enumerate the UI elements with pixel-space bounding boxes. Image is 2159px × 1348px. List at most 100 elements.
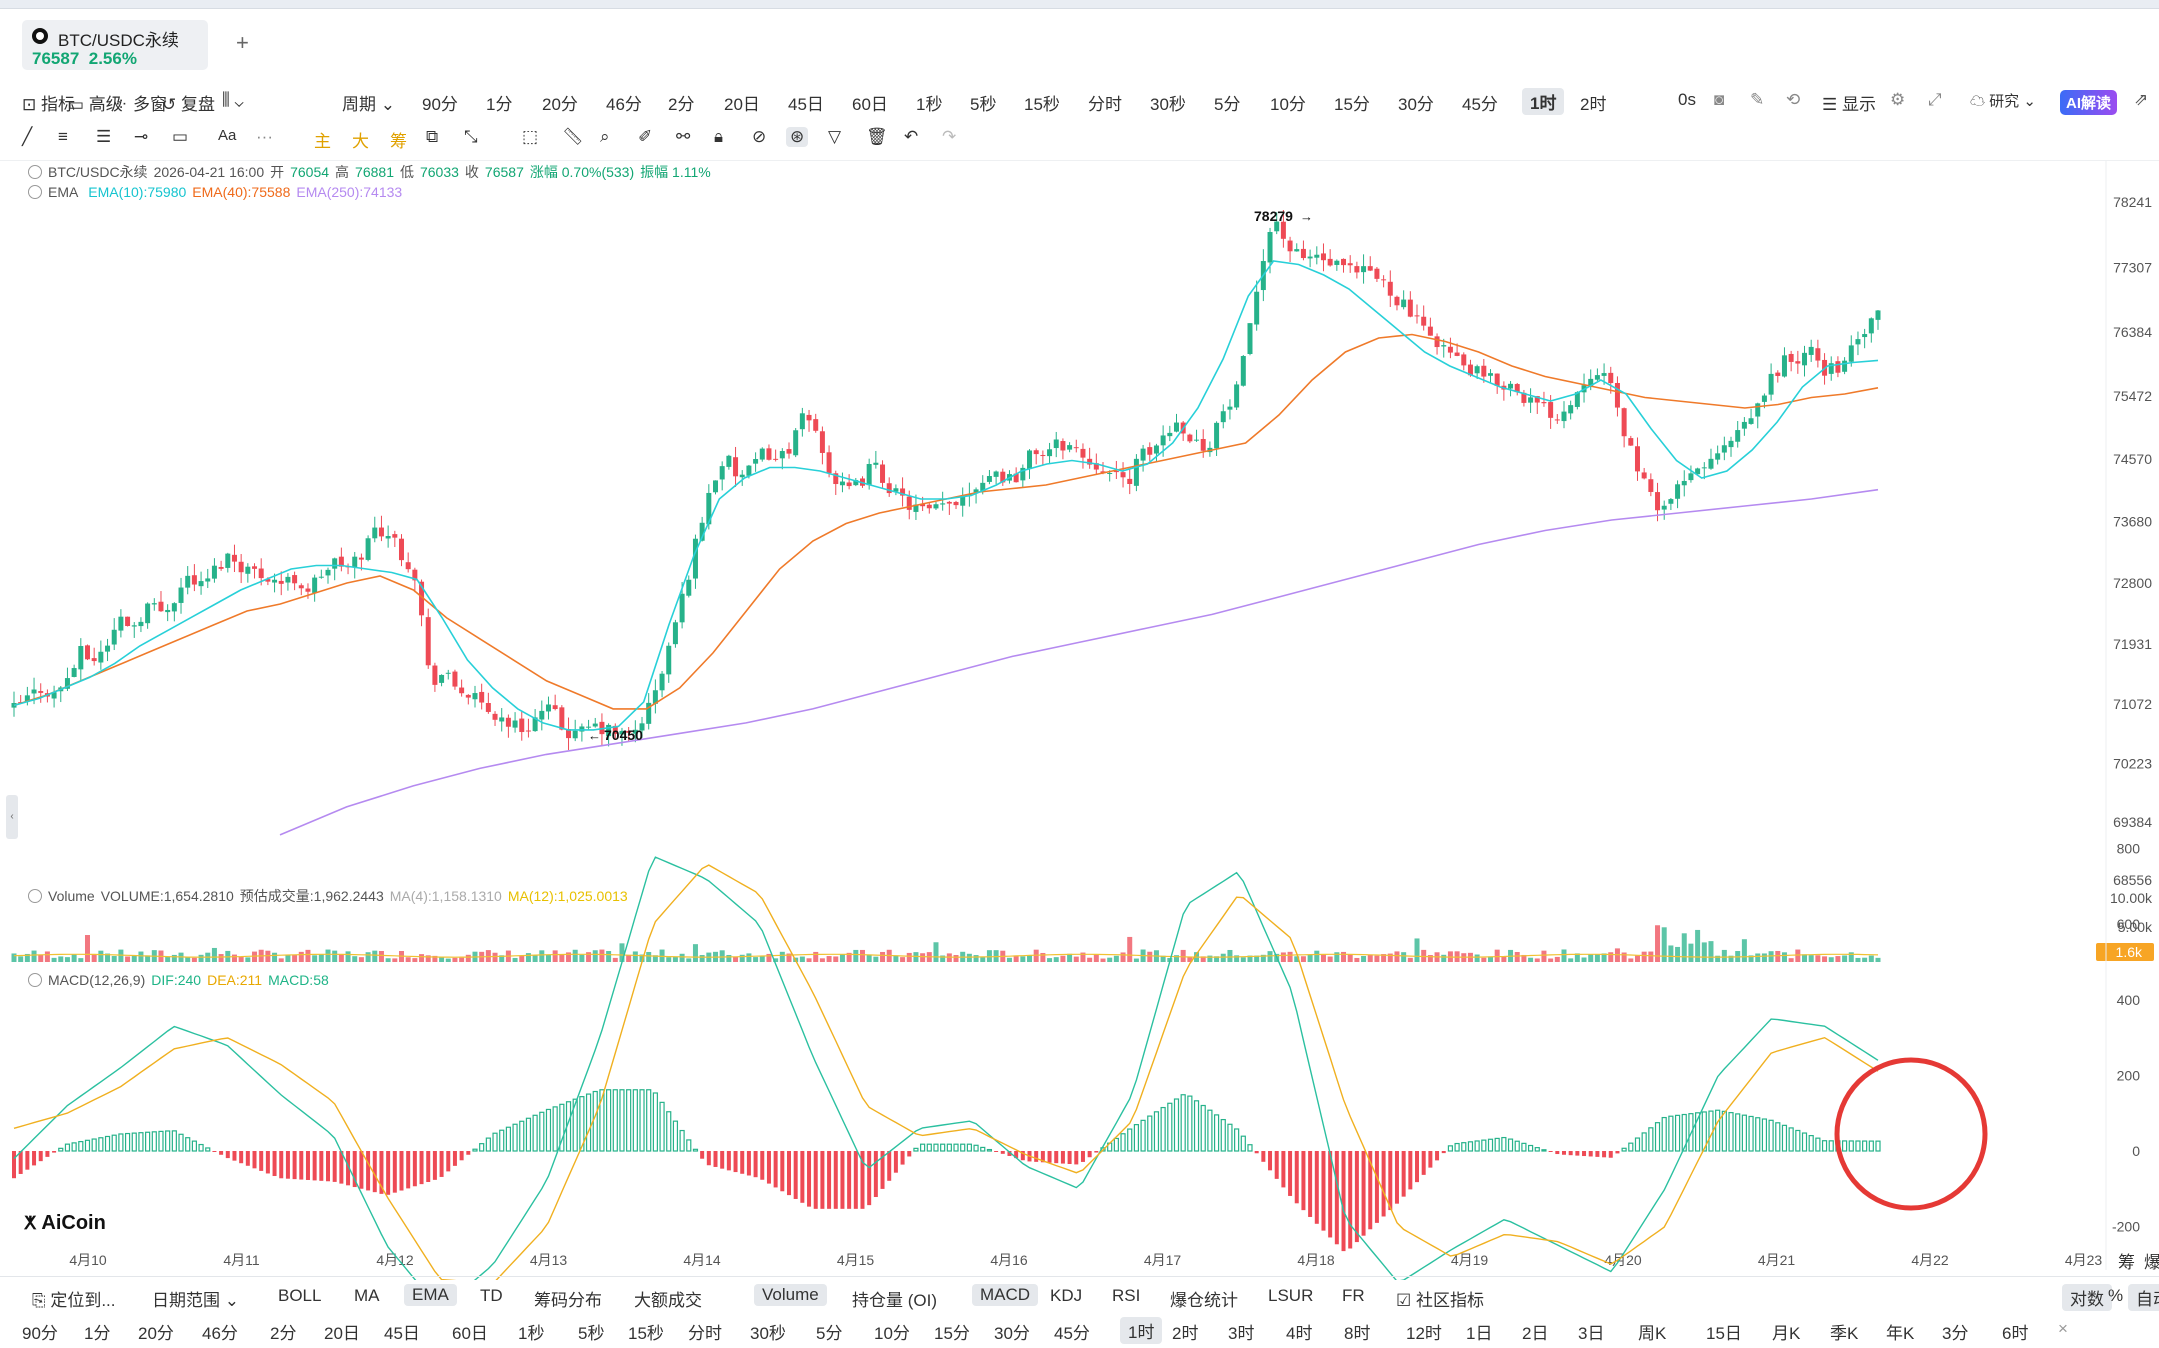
bottom-period-item[interactable]: 90分: [22, 1324, 58, 1343]
period-10m[interactable]: 10分: [1270, 95, 1306, 114]
multiwindow-button[interactable]: ⁘ 多窗: [114, 95, 167, 114]
percent-scale-toggle[interactable]: %: [2108, 1286, 2124, 1305]
bottom-period-item[interactable]: 60日: [452, 1324, 488, 1343]
bottom-period-item[interactable]: 1分: [84, 1324, 111, 1343]
period-5m[interactable]: 5分: [1214, 95, 1241, 114]
period-46m[interactable]: 46分: [606, 95, 642, 114]
bottom-period-item[interactable]: 3日: [1578, 1324, 1605, 1343]
period-60d[interactable]: 60日: [852, 95, 888, 114]
indicator-boll[interactable]: BOLL: [278, 1286, 322, 1305]
compare-tool-icon[interactable]: ⧉: [426, 127, 439, 146]
period-1h[interactable]: 1时: [1522, 88, 1565, 115]
bottom-period-item[interactable]: 2时: [1172, 1324, 1199, 1343]
collapse-toggle-icon[interactable]: [28, 185, 42, 199]
trendline-tool-icon[interactable]: ╱: [22, 127, 33, 146]
period-20d[interactable]: 20日: [724, 95, 760, 114]
bottom-period-item[interactable]: 月K: [1772, 1324, 1801, 1343]
replay-button[interactable]: ↺ 复盘: [162, 95, 215, 114]
collapse-toggle-icon[interactable]: [28, 165, 42, 179]
locate-button[interactable]: ⎘ 定位到...: [32, 1291, 116, 1310]
period-1m[interactable]: 1分: [486, 95, 513, 114]
select-tool-icon[interactable]: ⬚: [522, 127, 539, 146]
bottom-period-item[interactable]: 10分: [874, 1324, 910, 1343]
pen-icon[interactable]: ✎: [1750, 90, 1765, 109]
period-timeshare[interactable]: 分时: [1088, 95, 1122, 114]
bottom-period-item[interactable]: 1日: [1466, 1324, 1493, 1343]
bottom-period-item[interactable]: 3分: [1942, 1324, 1969, 1343]
bottom-period-item[interactable]: 年K: [1886, 1324, 1915, 1343]
indicator-ma[interactable]: MA: [354, 1286, 380, 1305]
collapse-toggle-icon[interactable]: [28, 889, 42, 903]
bottom-period-item[interactable]: 1时: [1120, 1317, 1163, 1344]
bottom-period-item[interactable]: 45分: [1054, 1324, 1090, 1343]
indicator-large-trades[interactable]: 大额成交: [634, 1291, 702, 1310]
parallel-lines-tool-icon[interactable]: ≡: [58, 127, 68, 146]
bottom-period-item[interactable]: 5分: [816, 1324, 843, 1343]
ray-tool-icon[interactable]: ⊸: [134, 127, 149, 146]
left-panel-handle[interactable]: ‹: [6, 795, 18, 839]
undo-icon[interactable]: ↶: [904, 127, 919, 146]
main-mark-button[interactable]: 主: [314, 132, 331, 151]
lock-tool-icon[interactable]: 🔒︎: [714, 127, 724, 146]
more-tools-icon[interactable]: ···: [256, 127, 273, 146]
date-range-dropdown[interactable]: 日期范围 ⌄: [152, 1291, 239, 1310]
period-5s[interactable]: 5秒: [970, 95, 997, 114]
indicator-volume[interactable]: Volume: [754, 1284, 827, 1306]
hide-tool-icon[interactable]: ⊘: [752, 127, 767, 146]
ai-interpret-button[interactable]: AI解读: [2060, 90, 2118, 115]
delete-tool-icon[interactable]: 🗑︎: [866, 127, 888, 146]
auto-scale-toggle[interactable]: 自动: [2128, 1284, 2159, 1311]
bottom-period-item[interactable]: 15秒: [628, 1324, 664, 1343]
bottom-period-item[interactable]: 30秒: [750, 1324, 786, 1343]
indicator-kdj[interactable]: KDJ: [1050, 1286, 1083, 1305]
indicator-fr[interactable]: FR: [1342, 1286, 1365, 1305]
period-dropdown[interactable]: 周期 ⌄: [342, 95, 395, 114]
period-2m[interactable]: 2分: [668, 95, 695, 114]
countdown-toggle[interactable]: 0s: [1678, 90, 1696, 109]
bottom-period-item[interactable]: 15日: [1706, 1324, 1742, 1343]
settings-gear-icon[interactable]: ⚙: [1890, 90, 1906, 109]
period-90m[interactable]: 90分: [422, 95, 458, 114]
bottom-period-item[interactable]: 6时: [2002, 1324, 2029, 1343]
chart-type-icon[interactable]: ⫼ ⌄: [222, 90, 244, 109]
period-45d[interactable]: 45日: [788, 95, 824, 114]
brush-tool-icon[interactable]: ✐: [638, 127, 653, 146]
expand-chart-icon[interactable]: ⇗: [2134, 90, 2149, 109]
fullscreen-icon[interactable]: ⤢: [1928, 90, 1942, 109]
restore-icon[interactable]: ⟲: [1786, 90, 1801, 109]
period-2h[interactable]: 2时: [1580, 95, 1607, 114]
period-1s[interactable]: 1秒: [916, 95, 943, 114]
bottom-period-item[interactable]: 4时: [1286, 1324, 1313, 1343]
display-button[interactable]: ☰ 显示: [1822, 95, 1876, 114]
bottom-period-item[interactable]: 30分: [994, 1324, 1030, 1343]
symbol-tab[interactable]: BTC/USDC永续 76587 2.56%: [22, 20, 208, 70]
research-dropdown[interactable]: ☁ 研究 ⌄: [1970, 93, 2036, 110]
chip-mark-button[interactable]: 筹: [390, 132, 407, 151]
bottom-period-item[interactable]: 分时: [688, 1324, 722, 1343]
advanced-button[interactable]: ▭ 高级: [68, 95, 123, 114]
period-45m[interactable]: 45分: [1462, 95, 1498, 114]
filter-tool-icon[interactable]: ▽: [828, 127, 842, 146]
log-scale-toggle[interactable]: 对数: [2062, 1284, 2112, 1311]
bottom-period-item[interactable]: 1秒: [518, 1324, 545, 1343]
bottom-period-item[interactable]: 45日: [384, 1324, 420, 1343]
bottom-period-item[interactable]: 20分: [138, 1324, 174, 1343]
period-15s[interactable]: 15秒: [1024, 95, 1060, 114]
bottom-period-item[interactable]: 12时: [1406, 1324, 1442, 1343]
bottom-period-item[interactable]: 15分: [934, 1324, 970, 1343]
bottom-period-item[interactable]: 3时: [1228, 1324, 1255, 1343]
link-tool-icon[interactable]: ⚯: [676, 127, 691, 146]
add-tab-button[interactable]: +: [236, 30, 249, 55]
indicator-ema[interactable]: EMA: [404, 1284, 457, 1306]
ruler-tool-icon[interactable]: 📏︎: [562, 127, 584, 146]
bottom-period-item[interactable]: 8时: [1344, 1324, 1371, 1343]
period-15m[interactable]: 15分: [1334, 95, 1370, 114]
indicator-chip-distribution[interactable]: 筹码分布: [534, 1291, 602, 1310]
period-30s[interactable]: 30秒: [1150, 95, 1186, 114]
indicator-lsur[interactable]: LSUR: [1268, 1286, 1314, 1305]
bottom-period-item[interactable]: 20日: [324, 1324, 360, 1343]
indicator-rsi[interactable]: RSI: [1112, 1286, 1141, 1305]
bottom-period-item[interactable]: 2分: [270, 1324, 297, 1343]
close-period-bar-icon[interactable]: ×: [2058, 1319, 2068, 1338]
text-tool-icon[interactable]: Aa: [218, 127, 237, 144]
